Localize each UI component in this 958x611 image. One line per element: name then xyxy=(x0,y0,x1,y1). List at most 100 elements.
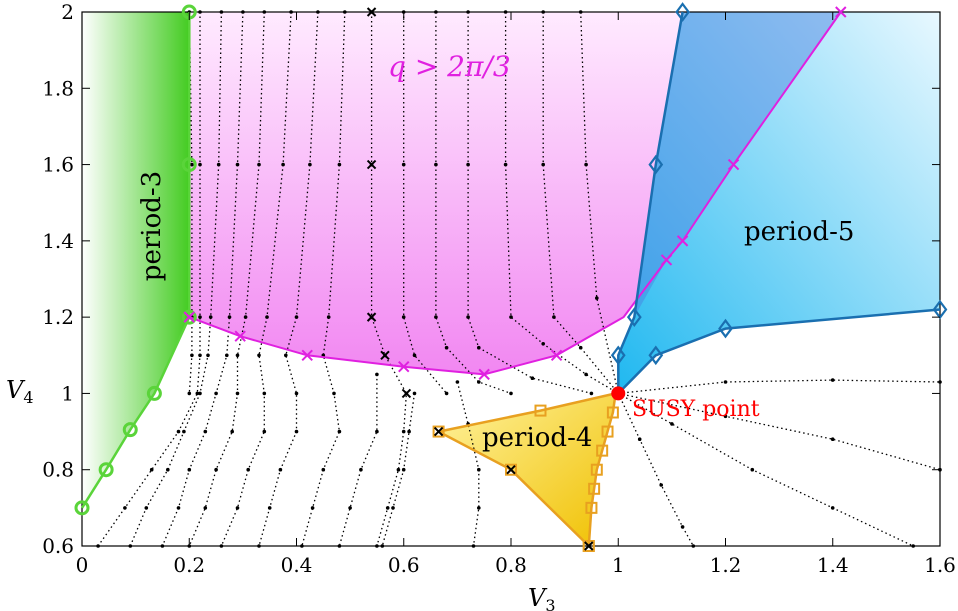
flow-point xyxy=(144,506,149,510)
flow-point xyxy=(176,506,181,510)
flow-point xyxy=(190,353,194,358)
period-3-marker xyxy=(122,422,138,438)
labels-layer: V3 V4 period-3 q > 2π/3 period-4 period-… xyxy=(6,50,854,611)
flow-point xyxy=(262,391,267,396)
x-axis-label: V3 xyxy=(528,584,556,611)
flow-point xyxy=(541,342,545,346)
period-3-label: period-3 xyxy=(137,171,167,281)
period-4-marker xyxy=(606,406,619,419)
flow-point xyxy=(407,429,411,434)
flow-point xyxy=(670,422,674,426)
flow-point xyxy=(401,429,406,434)
flow-point xyxy=(552,315,556,319)
flow-point xyxy=(477,467,481,472)
flow-line-10 xyxy=(435,12,512,395)
flow-point xyxy=(477,506,481,510)
period-4-corner-cross xyxy=(506,465,516,475)
incommensurate-marker xyxy=(727,158,740,171)
period-4-corner-cross xyxy=(584,541,594,551)
flow-point xyxy=(530,376,535,381)
flow-point xyxy=(830,506,835,510)
flow-point xyxy=(455,380,460,384)
flow-point xyxy=(348,506,352,510)
susy-point-label: SUSY point xyxy=(632,397,760,422)
flow-point xyxy=(337,429,342,434)
flow-point xyxy=(412,353,417,358)
flow-point xyxy=(509,315,513,319)
flow-point xyxy=(337,162,342,167)
flow-point xyxy=(294,391,299,396)
x-tick-label: 0.8 xyxy=(495,553,527,577)
flow-point xyxy=(321,467,326,472)
flow-point xyxy=(830,378,835,382)
flow-point xyxy=(434,162,438,167)
period-4-corner-marker xyxy=(432,425,445,438)
incommensurate-marker xyxy=(183,311,195,323)
period-5-marker xyxy=(626,307,642,327)
flow-point xyxy=(265,315,269,319)
period-3-boundary xyxy=(80,12,191,509)
flow-point xyxy=(385,506,390,510)
period-4-marker xyxy=(601,425,614,438)
flow-point xyxy=(584,372,588,377)
flow-point xyxy=(401,315,406,319)
flow-point xyxy=(208,315,213,319)
y-axis-label: V4 xyxy=(6,376,34,407)
flow-point xyxy=(227,315,232,319)
flow-line-0 xyxy=(188,11,193,394)
x-tick-label: 0.2 xyxy=(173,553,205,577)
period-4-corner-cross xyxy=(433,426,444,437)
flow-point xyxy=(281,162,285,167)
flow-point xyxy=(182,429,186,434)
q-label: q > 2π/3 xyxy=(388,50,511,83)
period-4-marker xyxy=(588,482,601,495)
dotted-lines-layer xyxy=(96,10,942,548)
flow-point xyxy=(412,391,417,396)
flow-line-13 xyxy=(542,12,619,394)
y-tick-label: 0.8 xyxy=(42,458,74,482)
x-tick-label: 1.6 xyxy=(924,553,956,577)
flow-point xyxy=(434,315,438,319)
flow-point xyxy=(235,162,240,167)
y-axis-label-sub: 4 xyxy=(23,388,33,407)
period-4-boundary xyxy=(438,391,618,549)
period-5-marker xyxy=(718,318,733,339)
flow-line-8 xyxy=(370,12,408,547)
y-tick-label: 0.6 xyxy=(42,534,74,558)
period-3-marker xyxy=(98,462,114,478)
flow-point xyxy=(257,162,261,167)
flow-point xyxy=(595,296,599,300)
flow-point xyxy=(246,467,250,472)
flow-point xyxy=(235,391,240,396)
flow-point xyxy=(278,467,283,472)
flow-point xyxy=(723,380,728,384)
flow-point xyxy=(659,483,663,487)
flow-point xyxy=(206,353,210,358)
flow-point xyxy=(359,467,363,472)
flow-point xyxy=(230,429,234,434)
period-3-marker xyxy=(181,157,197,173)
cross-point xyxy=(380,350,390,360)
flow-point xyxy=(375,429,379,434)
flow-line-15 xyxy=(618,379,941,395)
flow-point xyxy=(216,162,221,167)
flow-point xyxy=(326,315,331,319)
cross-point xyxy=(366,312,377,322)
flow-point xyxy=(176,429,181,434)
flow-point xyxy=(214,467,218,472)
flow-line-6 xyxy=(258,11,319,547)
flow-point xyxy=(267,506,272,510)
flow-point xyxy=(190,162,194,167)
flow-point xyxy=(637,437,642,442)
period-5-lower-boundary xyxy=(617,308,941,395)
flow-point xyxy=(466,315,470,319)
incommensurate-marker xyxy=(835,6,847,18)
flow-point xyxy=(257,353,261,358)
flow-point xyxy=(262,429,267,434)
flow-point xyxy=(723,414,728,419)
y-tick-label: 1.2 xyxy=(42,305,74,329)
flow-point xyxy=(578,345,583,350)
period-4-marker xyxy=(596,444,609,457)
flow-point xyxy=(541,162,545,167)
flow-point xyxy=(584,162,588,167)
